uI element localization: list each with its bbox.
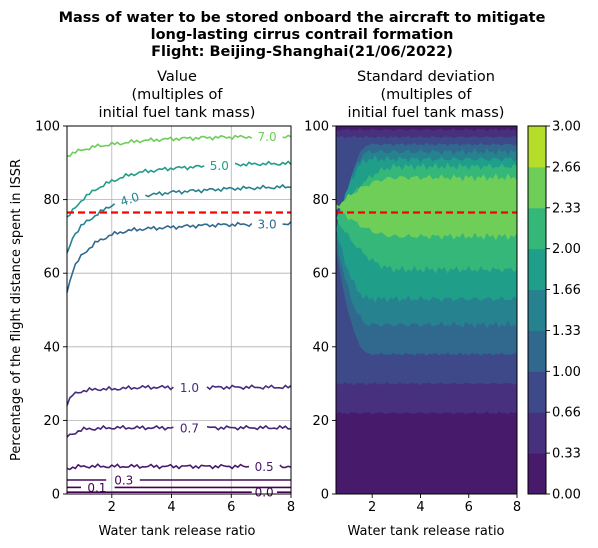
colorbar-tick-label: 0.33 (552, 447, 581, 462)
right-panel-title-line-1: Standard deviation (357, 69, 495, 85)
left-x-tick-label: 4 (167, 500, 175, 515)
right-x-tick-label: 8 (513, 500, 521, 515)
contour-label-4-0: 4.0 (119, 190, 141, 209)
right-panel-title-line-2: (multiples of (380, 87, 472, 103)
colorbar-tick-label: 0.66 (552, 406, 581, 421)
contour-label-0-3: 0.3 (114, 474, 133, 488)
contour-label-5-0: 5.0 (210, 159, 229, 173)
right-y-tick-label: 40 (312, 340, 329, 355)
contour-label-1-0: 1.0 (180, 381, 199, 395)
colorbar-tick-label: 2.00 (552, 242, 581, 257)
colorbar-band-3 (528, 330, 546, 372)
contour-line-0-5-b (279, 464, 292, 469)
colorbar-tick-label: 0.00 (552, 488, 581, 503)
left-panel-title-line-1: Value (157, 69, 197, 85)
colorbar-band-0 (528, 453, 546, 495)
contour-label-0-1: 0.1 (87, 481, 106, 495)
right-y-tick-label: 0 (321, 488, 329, 503)
colorbar-band-7 (528, 166, 546, 209)
left-x-tick-label: 8 (287, 500, 295, 515)
left-y-tick-label: 60 (43, 267, 60, 282)
right-x-axis-label: Water tank release ratio (347, 524, 504, 539)
right-x-tick-label: 6 (465, 500, 473, 515)
right-y-tick-label: 20 (312, 414, 329, 429)
colorbar-tick-label: 1.33 (552, 324, 581, 339)
contour-line-4-0-b (145, 183, 292, 198)
colorbar: 0.00 0.33 0.66 1.00 1.33 1.66 2.00 2.33 2.66 3.00 (527, 120, 581, 503)
colorbar-band-2 (528, 371, 546, 413)
colorbar-frame (527, 125, 547, 495)
colorbar-band-8 (528, 126, 546, 168)
right-y-tick-label: 60 (312, 267, 329, 282)
left-y-tick-label: 20 (43, 414, 60, 429)
contour-line-1-0-a (66, 384, 174, 406)
left-panel-title-line-3: initial fuel tank mass) (99, 105, 256, 121)
colorbar-tick-label: 1.66 (552, 283, 581, 298)
right-y-tick-label: 100 (304, 120, 329, 135)
figure-title-line-3: Flight: Beijing-Shanghai(21/06/2022) (151, 44, 453, 60)
contour-line-5-0-b (234, 160, 292, 167)
figure-title-line-1: Mass of water to be stored onboard the a… (59, 10, 546, 26)
colorbar-band-6 (528, 207, 546, 250)
right-x-tick-label: 2 (368, 500, 376, 515)
colorbar-tick-label: 2.66 (552, 160, 581, 175)
colorbar-band-1 (528, 412, 546, 454)
left-x-tick-label: 2 (108, 500, 116, 515)
figure-title-line-2: long-lasting cirrus contrail formation (151, 27, 454, 43)
contour-label-0-0: 0.0 (255, 486, 274, 500)
contour-line-4-0-a (66, 203, 116, 254)
left-contour-plot: 0.00.10.30.50.71.03.04.05.07.02 4 6 8020406… (35, 120, 295, 516)
left-x-tick-label: 6 (227, 500, 235, 515)
contour-line-1-0-b (206, 384, 292, 391)
contour-line-3-0-b (282, 221, 292, 226)
contour-label-0-7: 0.7 (180, 421, 199, 435)
contour-line-3-0-a (66, 221, 253, 293)
contour-label-7-0: 7.0 (258, 130, 277, 144)
left-y-tick-label: 100 (35, 120, 60, 135)
contour-line-7-0-a (66, 134, 253, 158)
contour-label-3-0: 3.0 (258, 218, 277, 232)
left-y-tick-label: 80 (43, 193, 60, 208)
colorbar-tick-label: 3.00 (552, 120, 581, 135)
contour-line-0-5-a (66, 463, 250, 471)
colorbar-band-4 (528, 289, 546, 331)
colorbar-tick-label: 2.33 (552, 201, 581, 216)
right-panel-title-line-3: initial fuel tank mass) (348, 105, 505, 121)
left-plot-background (67, 126, 291, 494)
left-plot-frame (66, 125, 292, 495)
contour-line-0-7-a (66, 424, 174, 438)
right-plot-frame (335, 125, 518, 495)
left-x-axis-label: Water tank release ratio (98, 524, 255, 539)
left-panel-title-line-2: (multiples of (131, 87, 223, 103)
colorbar-band-5 (528, 248, 546, 291)
left-y-tick-label: 40 (43, 340, 60, 355)
contour-line-5-0-a (66, 164, 205, 218)
left-y-axis-label: Percentage of the flight distance spent … (9, 159, 24, 461)
colorbar-tick-label: 1.00 (552, 365, 581, 380)
contour-line-7-0-b (282, 134, 292, 139)
contour-line-0-7-b (206, 424, 292, 431)
filled-band-7 (336, 173, 517, 241)
contour-label-0-5: 0.5 (255, 460, 274, 474)
right-x-tick-label: 4 (416, 500, 424, 515)
left-y-tick-label: 0 (52, 488, 60, 503)
right-y-tick-label: 80 (312, 193, 329, 208)
